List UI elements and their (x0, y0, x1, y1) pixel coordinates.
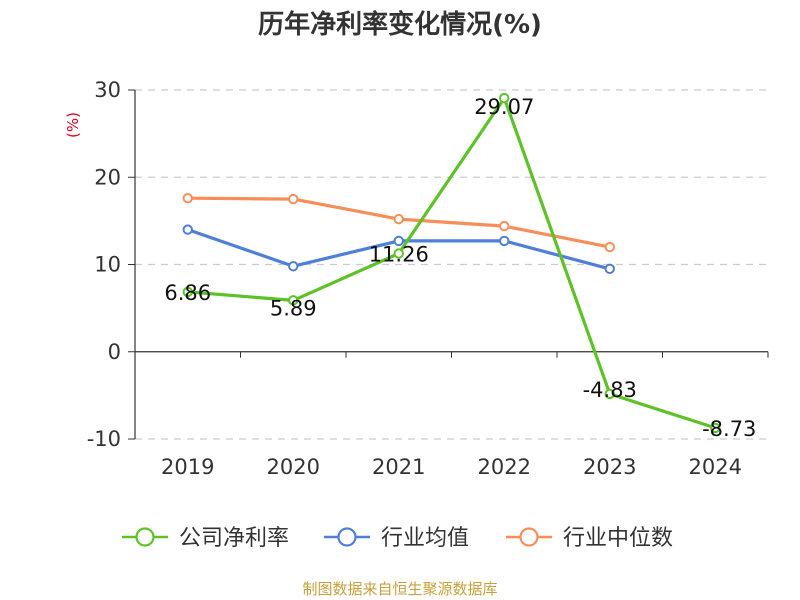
y-axis-unit: (%) (64, 112, 82, 138)
series-lines (182, 92, 721, 434)
x-tick-label: 2020 (267, 455, 320, 479)
chart-title: 历年净利率变化情况(%) (258, 9, 542, 40)
series-line (187, 96, 716, 430)
y-tick-label: 0 (108, 340, 121, 364)
data-point (604, 263, 615, 275)
data-point (604, 388, 615, 400)
data-point (182, 224, 193, 235)
source-note: 制图数据来自恒生聚源数据库 (302, 580, 497, 598)
legend: 公司净利率 行业均值 行业中位数 (122, 526, 673, 551)
y-tick-label: 10 (94, 253, 121, 277)
y-tick-label: 20 (94, 165, 121, 189)
data-point (182, 192, 193, 204)
data-label: 29.07 (474, 95, 534, 119)
data-point (499, 220, 510, 232)
data-label: 11.26 (369, 243, 429, 267)
legend-marker (519, 527, 539, 547)
data-labels: 6.86 5.89 11.26 29.07 -4.83 -8.73 (164, 95, 756, 441)
data-label: -8.73 (702, 417, 756, 441)
legend-marker (135, 527, 155, 547)
data-point (288, 295, 299, 306)
axes: -10 0 10 20 30 2019 2020 2021 2022 2023 2024 (87, 78, 769, 479)
data-label: 5.89 (270, 296, 317, 320)
data-label: 6.86 (164, 281, 211, 305)
data-point (710, 422, 721, 434)
data-point (499, 235, 510, 247)
data-point (288, 193, 299, 205)
y-tick-label: 30 (94, 78, 121, 102)
x-tick-label: 2022 (478, 455, 531, 479)
x-tick-label: 2024 (689, 455, 742, 479)
legend-label: 行业均值 (381, 526, 469, 551)
legend-label: 公司净利率 (179, 526, 289, 551)
legend-marker (337, 527, 357, 547)
data-point (182, 286, 193, 298)
data-point (393, 235, 404, 247)
legend-label: 行业中位数 (563, 526, 673, 551)
x-tick-label: 2021 (372, 455, 425, 479)
y-tick-label: -10 (87, 427, 121, 451)
data-point (393, 248, 404, 259)
x-tick-label: 2019 (161, 455, 214, 479)
x-tick-label: 2023 (583, 455, 636, 479)
data-label: -4.83 (583, 378, 637, 402)
data-point (288, 261, 299, 272)
data-point (604, 241, 615, 253)
data-point (499, 92, 510, 104)
grid-lines (135, 89, 768, 440)
data-point (393, 213, 404, 225)
